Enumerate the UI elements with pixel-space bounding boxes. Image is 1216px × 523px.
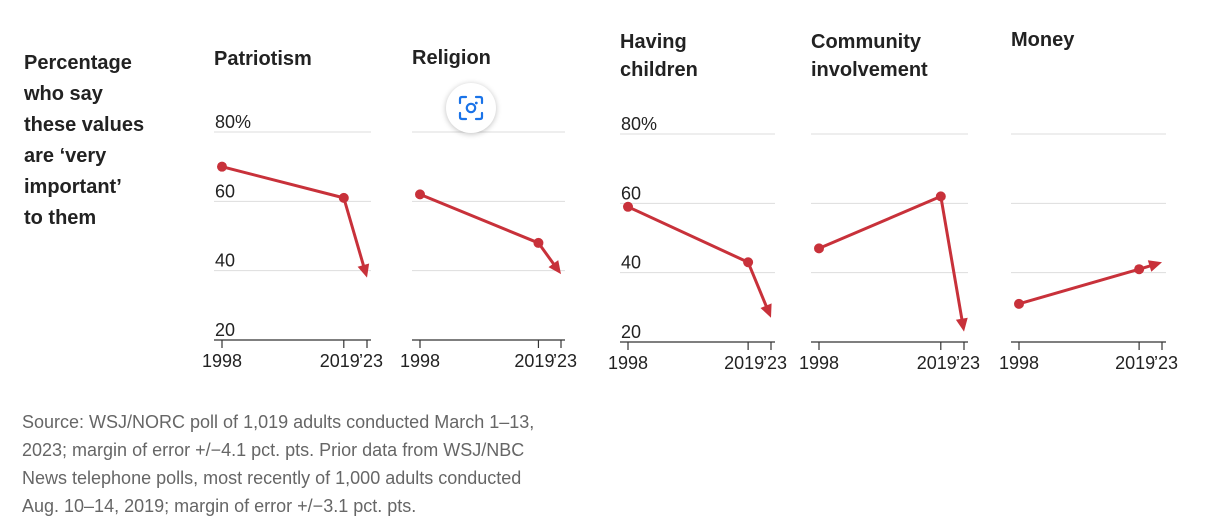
x-tick-label: 1998	[400, 351, 440, 371]
x-tick-label: 1998	[202, 351, 242, 371]
y-tick-label: 40	[215, 251, 235, 271]
y-tick-label: 80%	[621, 114, 657, 134]
x-tick-label: 2019	[320, 351, 360, 371]
panel-title-line: Patriotism	[214, 48, 312, 70]
data-point-2019	[935, 191, 946, 202]
y-tick-label: 60	[215, 181, 235, 201]
source-line: 2023; margin of error +/−4.1 pct. pts. P…	[22, 440, 525, 460]
x-tick-label: 2019	[917, 353, 957, 373]
series-line	[817, 194, 964, 321]
y-tick-label: 20	[215, 320, 235, 340]
x-tick-label: ’23	[956, 353, 980, 373]
panel-title-line: Religion	[412, 47, 491, 69]
series-arrowhead	[760, 303, 772, 318]
y-tick-label: 80%	[215, 112, 251, 132]
data-point-2019	[1134, 264, 1145, 275]
series-line	[418, 192, 555, 266]
source-line: Source: WSJ/NORC poll of 1,019 adults co…	[22, 412, 535, 432]
x-tick-label: 1998	[608, 353, 648, 373]
x-tick-label: ’23	[763, 353, 787, 373]
series-arrowhead	[357, 263, 370, 278]
data-point-2019	[338, 192, 349, 203]
y-tick-label: 40	[621, 253, 641, 273]
panel-title-religion: Religion	[412, 44, 491, 72]
x-tick-label: 2019	[724, 353, 764, 373]
y-tick-label: 20	[621, 322, 641, 342]
series-arrowhead	[955, 317, 968, 332]
x-tick-label: ’23	[553, 351, 577, 371]
x-tick-label: 1998	[999, 353, 1039, 373]
data-point-2019	[743, 257, 754, 268]
panel-title-line: Community	[811, 31, 921, 53]
legend-line: who say	[24, 83, 103, 105]
legend-line: Percentage	[24, 52, 132, 74]
panel-title-line: Money	[1011, 29, 1075, 51]
panel-title-having-children: Having children	[620, 28, 698, 84]
series-line	[1017, 264, 1152, 306]
y-tick-label: 60	[621, 183, 641, 203]
legend-line: important’	[24, 176, 122, 198]
data-point-1998	[623, 201, 633, 212]
data-point-1998	[415, 189, 425, 200]
source-line: Aug. 10–14, 2019; margin of error +/−3.1…	[22, 496, 417, 516]
panel-title-line: children	[620, 59, 698, 81]
panel-title-money: Money	[1011, 26, 1074, 54]
series-line	[220, 165, 365, 267]
panel-title-patriotism: Patriotism	[214, 45, 312, 73]
panel-title-community-involvement: Community involvement	[811, 28, 928, 84]
scan-icon	[458, 95, 484, 121]
source-line: News telephone polls, most recently of 1…	[22, 468, 522, 488]
series-arrowhead	[1147, 260, 1162, 272]
x-tick-label: ’23	[359, 351, 383, 371]
panel-title-line: involvement	[811, 59, 928, 81]
data-point-1998	[1014, 298, 1024, 309]
x-tick-label: 2019	[1115, 353, 1155, 373]
legend-line: to them	[24, 207, 97, 229]
panel-title-line: Having	[620, 31, 687, 53]
x-tick-label: 1998	[799, 353, 839, 373]
data-point-1998	[814, 243, 824, 254]
series-arrowhead	[548, 260, 561, 275]
data-point-1998	[217, 161, 227, 172]
legend-line: these values	[24, 114, 145, 136]
x-tick-label: ’23	[1154, 353, 1178, 373]
legend-line: are ‘very	[24, 145, 107, 167]
scan-image-button[interactable]	[446, 83, 496, 133]
series-line	[626, 205, 768, 308]
source-note: Source: WSJ/NORC poll of 1,019 adults co…	[22, 408, 592, 520]
data-point-2019	[533, 237, 544, 248]
x-tick-label: 2019	[514, 351, 554, 371]
chart-legend-description: Percentage who say these values are ‘ver…	[24, 48, 194, 234]
